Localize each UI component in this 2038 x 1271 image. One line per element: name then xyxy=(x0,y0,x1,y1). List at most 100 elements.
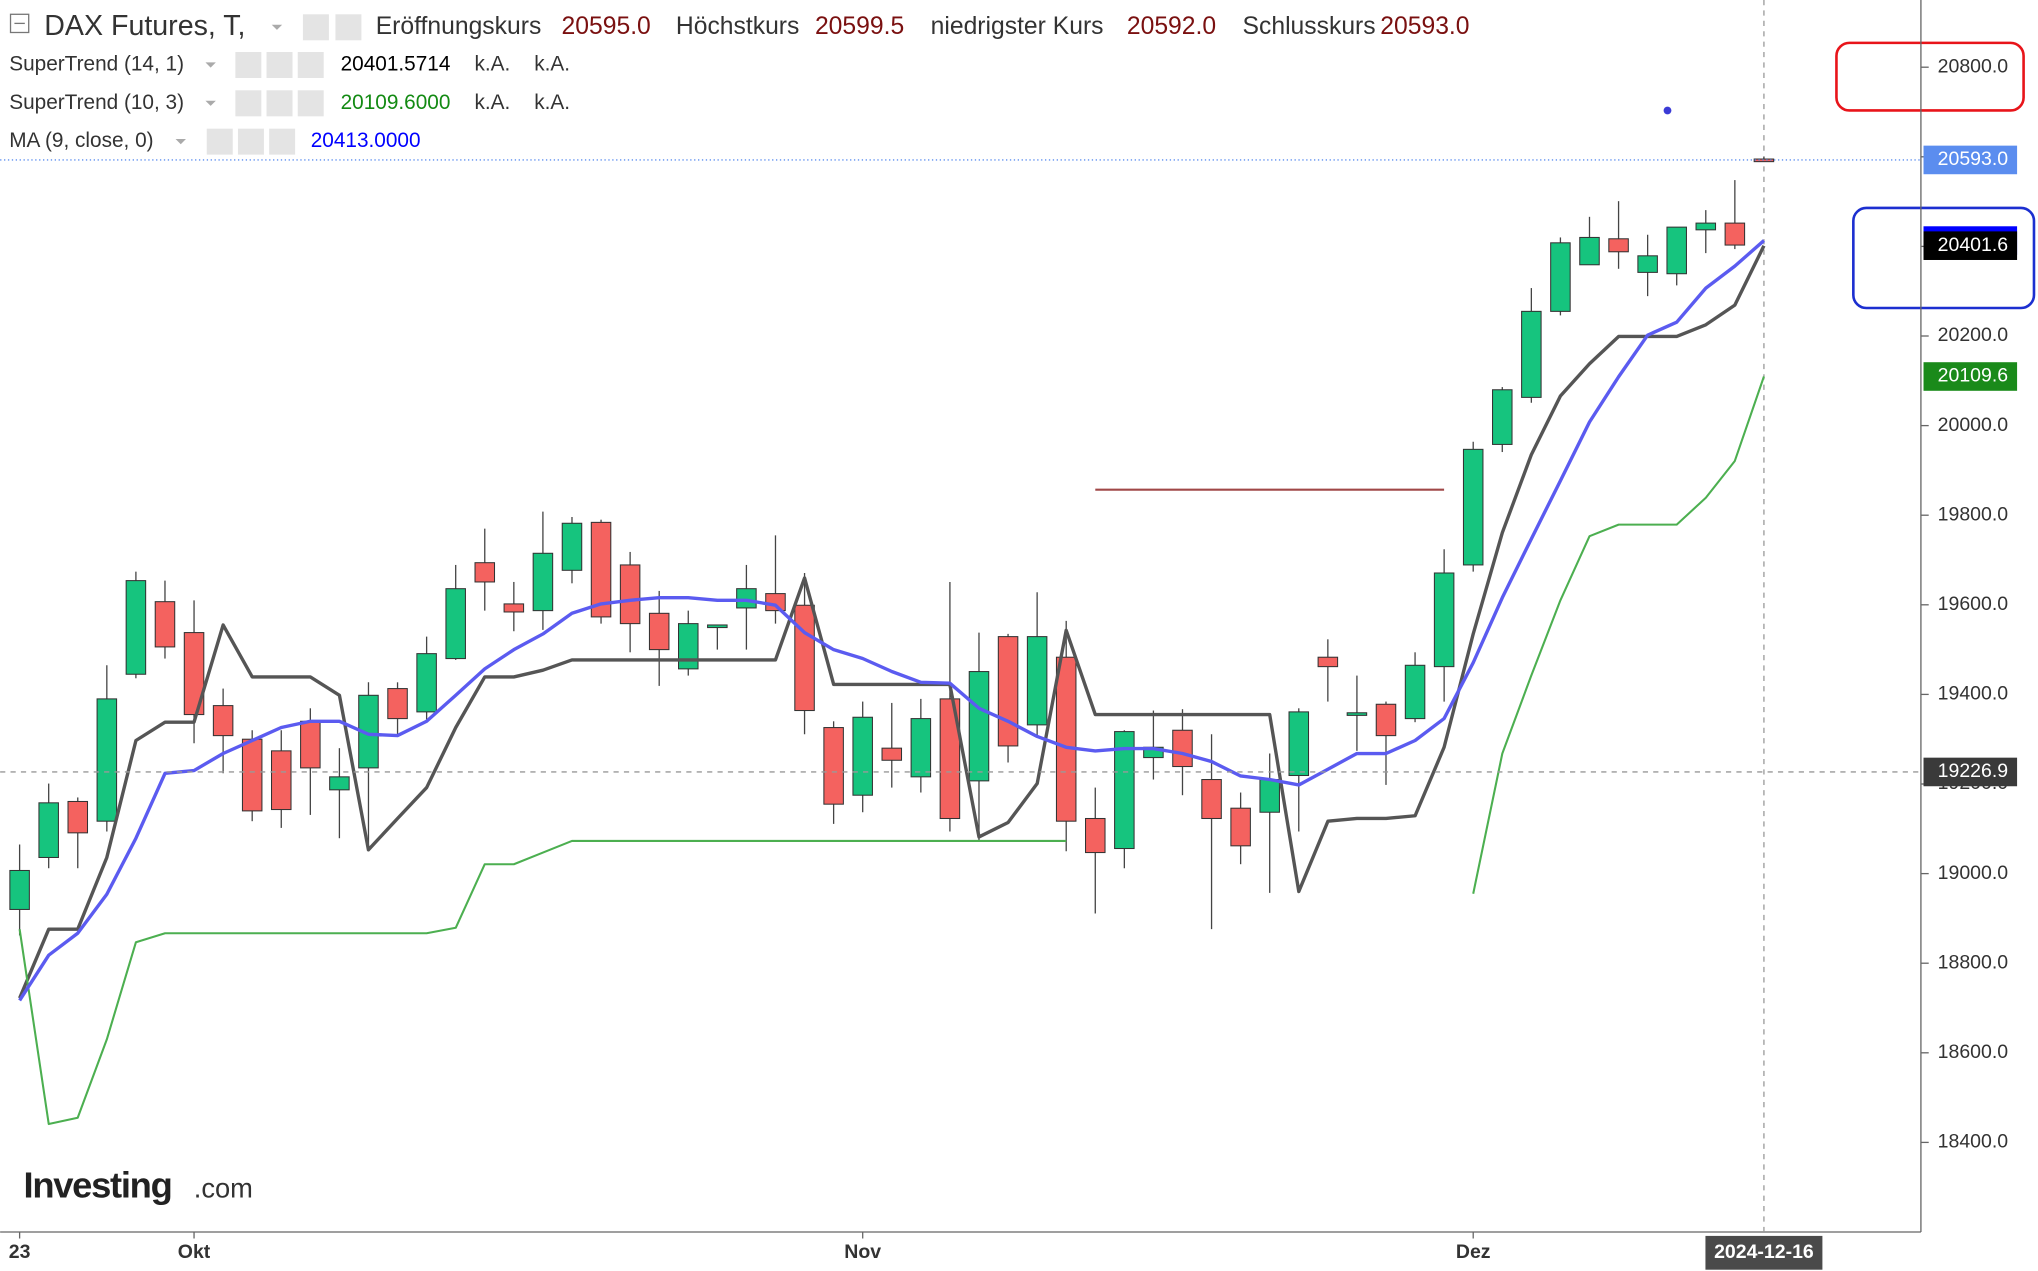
dropdown-arrow[interactable] xyxy=(175,139,186,145)
candle-body xyxy=(1462,448,1484,566)
indicator-icon[interactable] xyxy=(206,128,233,155)
x-label-bg xyxy=(1705,1235,1823,1270)
candle-body xyxy=(1550,242,1571,312)
indicator-line xyxy=(18,376,1765,1126)
candle-body xyxy=(561,522,583,571)
y-tick-label: 19000.0 xyxy=(1938,862,2009,884)
candle-body xyxy=(183,632,205,716)
candle-body xyxy=(910,718,932,778)
candle-body xyxy=(939,698,961,820)
candle-body xyxy=(1026,636,1048,726)
candle-body xyxy=(1085,817,1106,854)
indicator-icon[interactable] xyxy=(237,128,264,155)
legend-name: SuperTrend (14, 1) xyxy=(9,52,184,75)
candle-body xyxy=(1055,656,1077,822)
highlight-box xyxy=(1852,206,2036,310)
ohlc-label: niedrigster Kurs xyxy=(931,13,1104,40)
candle-body xyxy=(1579,236,1600,266)
price-tag-label: 20401.6 xyxy=(1938,234,2008,256)
candle-body xyxy=(154,601,176,648)
candle-body xyxy=(619,564,641,625)
price-tag xyxy=(1923,362,2018,391)
indicator-icon[interactable] xyxy=(266,51,293,78)
price-tag xyxy=(1923,231,2018,260)
candle-body xyxy=(707,624,728,629)
candle-body xyxy=(648,612,670,651)
header-icons xyxy=(271,14,362,41)
y-tick-label: 20000.0 xyxy=(1938,414,2009,436)
candle-body xyxy=(590,521,612,618)
indicator-icon[interactable] xyxy=(235,90,262,117)
x-tick-label: Okt xyxy=(178,1241,211,1263)
price-tag xyxy=(1923,757,2018,787)
candle-body xyxy=(445,588,466,660)
candle-body xyxy=(300,720,321,769)
candle-body xyxy=(1259,779,1280,813)
legend-name: MA (9, close, 0) xyxy=(9,129,153,152)
price-tag-label: 20109.6 xyxy=(1938,365,2008,387)
x-tick-label: Nov xyxy=(844,1241,881,1263)
candle-body xyxy=(1317,656,1339,668)
indicator-icon[interactable] xyxy=(235,51,262,78)
candle-body xyxy=(9,869,30,910)
candle-body xyxy=(1695,222,1717,231)
ohlc-label: Schlusskurs xyxy=(1243,13,1376,40)
candle-body xyxy=(736,588,757,609)
candle-body xyxy=(1346,712,1368,716)
x-tick-label: 2024-12-16 xyxy=(1714,1241,1814,1263)
candle-body xyxy=(474,562,496,583)
y-tick-label: 20800.0 xyxy=(1938,55,2009,77)
collapse-icon[interactable] xyxy=(9,13,30,34)
indicator-icon xyxy=(335,14,362,41)
candle-body xyxy=(532,552,554,612)
candle-body xyxy=(416,653,437,713)
dropdown-arrow[interactable] xyxy=(205,100,216,106)
candle-body xyxy=(1608,238,1629,253)
candle-body xyxy=(1404,664,1426,720)
indicator-icon[interactable] xyxy=(297,90,324,117)
ohlc-label: Höchstkurs xyxy=(676,13,799,40)
watermark: Investing xyxy=(24,1164,172,1205)
candle-body xyxy=(1724,222,1746,246)
candle-body xyxy=(881,747,903,761)
candle-body xyxy=(1666,226,1687,275)
price-tag-label: 20593.0 xyxy=(1938,148,2009,170)
price-tag xyxy=(1923,145,2018,175)
price-tag-label: 19226.9 xyxy=(1938,760,2008,782)
candle-body xyxy=(1230,807,1251,847)
candle-body xyxy=(1201,779,1222,820)
marker-dot xyxy=(1663,106,1672,115)
candle-body xyxy=(1753,158,1775,163)
y-tick-label: 18400.0 xyxy=(1938,1131,2009,1153)
x-tick-label: Dez xyxy=(1456,1241,1491,1263)
ohlc-value: 20595.0 xyxy=(562,13,651,40)
y-tick-label: 18800.0 xyxy=(1938,951,2009,973)
indicator-icon[interactable] xyxy=(269,128,296,155)
legend-value: 20401.5714 xyxy=(341,52,451,75)
candle-body xyxy=(1114,731,1135,850)
candle-body xyxy=(1288,711,1310,777)
indicator-icon[interactable] xyxy=(266,90,293,117)
indicator-icon[interactable] xyxy=(297,51,324,78)
candle-body xyxy=(968,671,990,782)
candle-body xyxy=(997,636,1019,747)
candle-body xyxy=(212,705,234,737)
candle-body xyxy=(67,800,89,834)
candle-body xyxy=(96,698,118,822)
candle-body xyxy=(823,727,844,805)
chart-title: DAX Futures, T, xyxy=(44,10,245,42)
candle-body xyxy=(270,750,292,811)
x-tick-label: 23 xyxy=(9,1241,31,1263)
dropdown-arrow[interactable] xyxy=(205,62,216,68)
y-tick-label: 19800.0 xyxy=(1938,503,2009,525)
highlight-box xyxy=(1835,41,2025,112)
ohlc-value: 20593.0 xyxy=(1380,13,1469,40)
candle-body xyxy=(765,593,786,612)
candle-body xyxy=(1521,310,1542,398)
legend-value: 20109.6000 xyxy=(341,91,451,114)
candle-body xyxy=(1492,389,1513,445)
legend-value: k.A. xyxy=(534,52,570,75)
indicator-line xyxy=(18,245,1766,999)
